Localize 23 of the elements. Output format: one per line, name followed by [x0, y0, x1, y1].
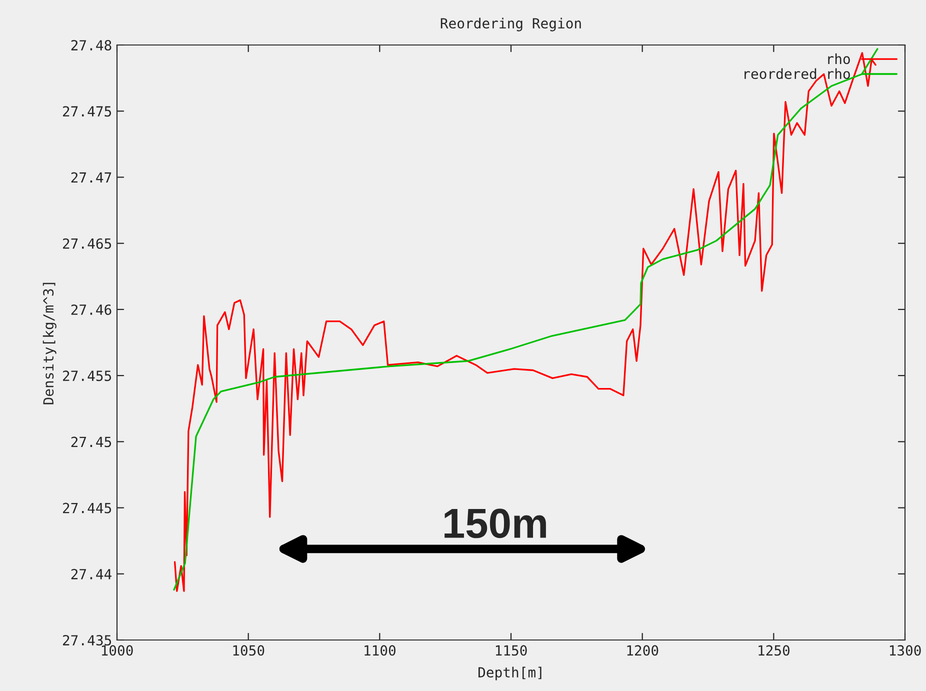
x-tick-label: 1100 — [364, 645, 396, 656]
legend-label: reordered rho — [744, 68, 850, 80]
x-tick-label: 1000 — [102, 645, 133, 656]
y-tick-label: 27.455 — [63, 370, 112, 382]
chart-title: Reordering Region — [440, 18, 581, 32]
x-tick-label: 1250 — [758, 645, 790, 656]
y-tick-label: 27.44 — [71, 568, 112, 580]
y-tick-label: 27.47 — [71, 172, 112, 183]
y-tick-label: 27.475 — [63, 106, 112, 117]
y-tick-label: 27.46 — [71, 304, 112, 315]
legend-label: rho — [828, 53, 850, 64]
y-tick-label: 27.48 — [71, 40, 112, 51]
y-tick-label: 27.445 — [63, 502, 112, 514]
x-tick-label: 1150 — [496, 645, 527, 656]
y-tick-label: 27.435 — [63, 635, 112, 646]
x-axis-title: Depth[m] — [478, 666, 542, 680]
annotation: 150m — [444, 508, 546, 538]
y-tick-label: 27.465 — [63, 238, 112, 249]
y-tick-label: 27.45 — [71, 436, 112, 448]
x-tick-label: 1300 — [890, 645, 921, 656]
x-tick-label: 1050 — [233, 645, 264, 656]
x-tick-label: 1200 — [627, 645, 658, 656]
y-axis-title: Density[kg/m^3] — [42, 282, 56, 404]
